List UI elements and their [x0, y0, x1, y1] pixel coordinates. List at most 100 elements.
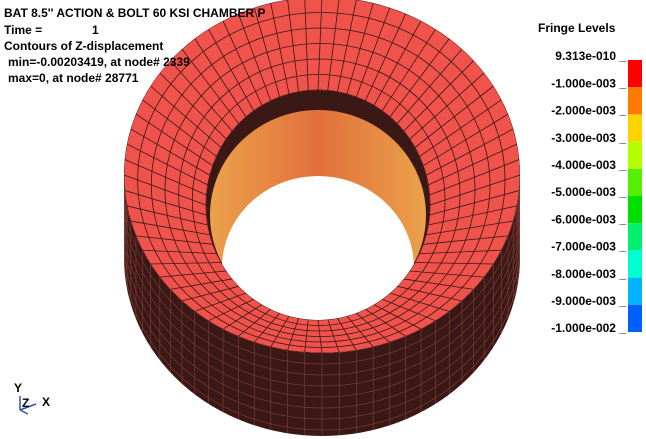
legend-level: -3.000e-003 _ [551, 131, 626, 145]
mesh-radial [317, 0, 323, 91]
mesh-radial [270, 315, 290, 348]
mesh-radial [135, 235, 213, 245]
mesh-radial [414, 85, 494, 148]
model [124, 0, 520, 436]
mesh-radial [419, 249, 502, 255]
mesh-radial [287, 318, 299, 351]
legend-level: -8.000e-003 _ [551, 267, 626, 281]
mesh-radial [287, 0, 299, 92]
legend-swatch [628, 196, 642, 224]
mesh-radial [237, 13, 272, 101]
mesh-radial [381, 28, 436, 112]
mesh-radial [194, 38, 247, 118]
legend-swatch [628, 223, 642, 251]
mesh-radial [270, 2, 290, 94]
mesh-radial [429, 159, 520, 196]
mesh-radial [389, 38, 450, 118]
mesh-radial [130, 220, 210, 236]
legend-level: -6.000e-003 _ [551, 212, 626, 226]
mesh-radial [124, 190, 207, 216]
mesh-radial [373, 20, 422, 106]
mesh-radial [373, 304, 422, 330]
mesh-radial [253, 312, 280, 343]
mesh-radial [364, 13, 407, 101]
mesh-radial [429, 174, 520, 206]
mesh-radial [419, 99, 502, 157]
mesh-radial [304, 0, 309, 91]
mesh-radial [135, 113, 213, 166]
legend: 9.313e-010 _ -1.000e-003 _ -2.000e-003 _ -3… [551, 49, 642, 335]
mesh-radial [222, 20, 263, 106]
mesh-radial [426, 220, 514, 236]
legend-level: -4.000e-003 _ [551, 158, 626, 172]
mesh-radial [208, 298, 254, 322]
legend-swatch [628, 250, 642, 278]
legend-level: -5.000e-003 _ [551, 185, 626, 199]
mesh-radial [425, 128, 514, 176]
side-mesh [124, 175, 520, 436]
mesh-radial [397, 285, 463, 302]
mesh-radial [124, 174, 207, 206]
triad-y: Y [14, 381, 22, 395]
triad-z: Z [22, 396, 29, 410]
mesh-radial [170, 60, 233, 132]
triad [19, 396, 37, 415]
mesh-radial [382, 298, 436, 322]
mesh-radial [429, 190, 520, 216]
legend-swatch [628, 168, 642, 196]
mesh-radial [238, 308, 271, 337]
legend-level: -9.000e-003 _ [551, 294, 626, 308]
mesh-radial [355, 7, 391, 98]
contours: Contours of Z-displacement [4, 39, 163, 53]
legend-swatch [628, 277, 642, 305]
mesh-radial [403, 60, 474, 132]
mesh-radial [150, 85, 222, 148]
mesh-radial [126, 205, 208, 226]
mesh-radial [317, 319, 323, 353]
mesh-radial [346, 315, 374, 348]
title: BAT 8.5'' ACTION & BOLT 60 KSI CHAMBER P [4, 6, 266, 20]
mesh-radial [409, 72, 485, 140]
legend-swatch [628, 87, 642, 115]
mesh-radial [222, 304, 263, 330]
mesh-radial [327, 0, 340, 91]
mesh-radial [304, 319, 309, 353]
mesh-radial [403, 278, 474, 290]
mesh-radial [423, 235, 509, 245]
min-info: min=-0.00203419, at node# 2339 [8, 55, 190, 69]
mesh-radial [409, 270, 485, 278]
legend-level: -1.000e-002 _ [551, 321, 626, 335]
legend-level: -2.000e-003 _ [551, 104, 626, 118]
mesh-radial [194, 292, 247, 312]
mesh-radial [159, 270, 227, 278]
legend-level: -1.000e-003 _ [551, 76, 626, 90]
mesh-radial [423, 113, 509, 167]
mesh-radial [130, 128, 211, 176]
mesh-radial [414, 262, 494, 265]
legend-swatch [628, 114, 642, 142]
mesh-radial [142, 249, 217, 255]
mesh-radial [337, 0, 357, 92]
legend-level: -7.000e-003 _ [551, 240, 626, 254]
time-value: 1 [92, 23, 99, 37]
legend-title: Fringe Levels [538, 21, 616, 35]
legend-level: 9.313e-010 _ [555, 49, 626, 63]
mesh-radial [159, 72, 227, 140]
top-mesh [124, 0, 520, 353]
mesh-radial [150, 262, 222, 265]
max-info: max=0, at node# 28771 [8, 71, 139, 85]
legend-swatch [628, 304, 642, 332]
mesh-radial [142, 99, 217, 157]
legend-swatch [628, 141, 642, 169]
mesh-radial [356, 312, 390, 343]
mesh-radial [428, 205, 518, 226]
mesh-radial [181, 48, 240, 124]
triad-x: X [42, 395, 50, 409]
mesh-radial [365, 308, 406, 337]
mesh-radial [170, 278, 233, 290]
mesh-radial [396, 48, 463, 124]
mesh-radial [208, 28, 255, 111]
mesh-radial [428, 143, 518, 186]
mesh-radial [126, 143, 208, 186]
